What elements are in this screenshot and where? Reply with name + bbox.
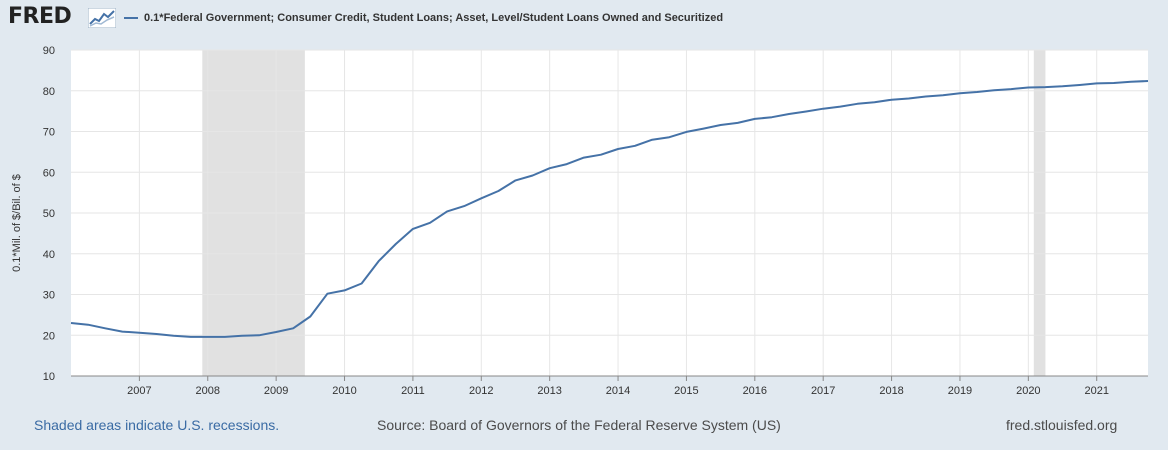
x-tick-label: 2007 xyxy=(127,385,151,397)
series-lines xyxy=(70,80,1149,338)
recessions-note[interactable]: Shaded areas indicate U.S. recessions. xyxy=(34,417,280,433)
x-tick-label: 2021 xyxy=(1084,385,1108,397)
legend-swatch xyxy=(124,17,138,19)
y-tick-label: 40 xyxy=(43,249,55,261)
x-tick-label: 2019 xyxy=(948,385,972,397)
x-tick-label: 2018 xyxy=(879,385,903,397)
y-tick-label: 30 xyxy=(43,290,55,302)
x-tick-label: 2017 xyxy=(811,385,835,397)
gridlines xyxy=(71,49,1148,377)
y-tick-label: 80 xyxy=(43,86,55,98)
x-tick-label: 2011 xyxy=(401,385,425,397)
x-tick-label: 2013 xyxy=(537,385,561,397)
source-text: Source: Board of Governors of the Federa… xyxy=(377,417,781,433)
series-line xyxy=(70,80,1149,338)
x-tick-label: 2020 xyxy=(1016,385,1040,397)
y-tick-label: 10 xyxy=(43,371,55,383)
x-tick-label: 2009 xyxy=(264,385,288,397)
x-tick-label: 2016 xyxy=(743,385,767,397)
x-axis-ticks: 2007 2008 2009 2010 2011 2012 2013 2014 2015 2016… xyxy=(71,375,1148,397)
header: FRED 0.1*Federal Government; Consumer Cr… xyxy=(0,0,1168,40)
y-tick-label: 70 xyxy=(43,127,55,139)
y-tick-label: 20 xyxy=(43,330,55,342)
x-tick-label: 2012 xyxy=(469,385,493,397)
y-tick-label: 60 xyxy=(43,167,55,179)
x-tick-label: 2010 xyxy=(332,385,356,397)
site-link[interactable]: fred.stlouisfed.org xyxy=(1006,417,1118,433)
x-tick-label: 2015 xyxy=(674,385,698,397)
legend: 0.1*Federal Government; Consumer Credit,… xyxy=(124,12,723,24)
fred-logo[interactable]: FRED xyxy=(8,4,72,29)
x-tick-label: 2008 xyxy=(196,385,220,397)
y-tick-label: 90 xyxy=(43,45,55,57)
y-axis-ticks: 10 20 30 40 50 60 70 80 90 xyxy=(43,45,55,383)
fred-logo-graph-icon xyxy=(88,8,116,28)
x-tick-label: 2014 xyxy=(606,385,630,397)
legend-label[interactable]: 0.1*Federal Government; Consumer Credit,… xyxy=(144,12,724,24)
y-tick-label: 50 xyxy=(43,208,55,220)
